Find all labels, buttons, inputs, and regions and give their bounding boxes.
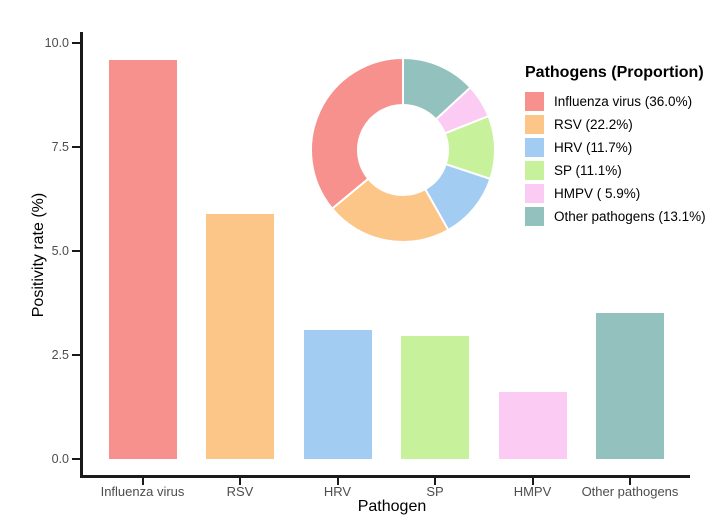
- legend-title: Pathogens (Proportion): [525, 64, 704, 81]
- legend-item-hrv: HRV (11.7%): [525, 136, 723, 159]
- y-tick-mark: [72, 146, 80, 148]
- legend-item-rsv: RSV (22.2%): [525, 113, 723, 136]
- legend-item-sp: SP (11.1%): [525, 159, 723, 182]
- x-tick-mark: [434, 478, 436, 485]
- legend-item-hmpv: HMPV ( 5.9%): [525, 182, 723, 205]
- legend-swatch-rsv: [525, 115, 544, 134]
- y-tick-mark: [72, 250, 80, 252]
- bar-other-pathogens: [596, 313, 664, 459]
- legend-label-other-pathogens: Other pathogens (13.1%): [554, 209, 706, 224]
- y-tick-label: 5.0: [51, 244, 69, 258]
- x-tick-mark: [141, 478, 144, 485]
- x-tick-label: HRV: [323, 484, 352, 499]
- x-tick-label: RSV: [226, 484, 254, 499]
- y-tick-label: 2.5: [51, 348, 69, 362]
- bar-rsv: [206, 213, 274, 459]
- x-tick-label: SP: [426, 484, 444, 499]
- legend-swatch-hmpv: [525, 184, 544, 203]
- x-tick-label: HMPV: [513, 484, 552, 499]
- donut-chart: [310, 57, 496, 243]
- x-tick-mark: [336, 478, 339, 485]
- legend-item-other-pathogens: Other pathogens (13.1%): [525, 205, 723, 228]
- x-tick-label: Other pathogens: [581, 484, 679, 499]
- bar-hmpv: [498, 392, 567, 459]
- x-tick-mark: [531, 478, 534, 485]
- y-tick-label: 7.5: [51, 140, 69, 154]
- legend-swatch-sp: [525, 161, 544, 180]
- legend-swatch-other-pathogens: [525, 207, 544, 226]
- legend-swatch-hrv: [525, 138, 544, 157]
- y-axis-title: Positivity rate (%): [30, 192, 47, 318]
- y-tick-mark: [72, 42, 80, 44]
- bar-hrv: [303, 330, 372, 459]
- x-axis-title: Pathogen: [357, 498, 427, 515]
- x-tick-label: Influenza virus: [100, 484, 185, 499]
- legend-label-sp: SP (11.1%): [554, 163, 622, 178]
- legend-label-influenza-virus: Influenza virus (36.0%): [554, 94, 693, 109]
- legend-label-hmpv: HMPV ( 5.9%): [554, 186, 641, 201]
- donut-segment-rsv: [331, 177, 450, 243]
- legend-label-rsv: RSV (22.2%): [554, 117, 633, 132]
- legend-items: Influenza virus (36.0%) RSV (22.2%) HRV (1…: [525, 90, 723, 228]
- legend-label-hrv: HRV (11.7%): [554, 140, 633, 155]
- bar-sp: [401, 336, 469, 459]
- y-tick-label: 10.0: [44, 36, 69, 50]
- y-tick-mark: [72, 458, 80, 460]
- x-tick-mark: [629, 478, 631, 485]
- legend-item-influenza-virus: Influenza virus (36.0%): [525, 90, 723, 113]
- bar-influenza-virus: [108, 59, 177, 459]
- x-axis-line: [80, 475, 690, 478]
- x-tick-mark: [239, 478, 241, 485]
- y-tick-label: 0.0: [51, 452, 69, 466]
- y-tick-mark: [72, 354, 80, 356]
- legend-swatch-influenza-virus: [525, 92, 544, 111]
- legend: Pathogens (Proportion) Influenza virus (…: [525, 64, 723, 228]
- y-axis-line: [80, 32, 83, 478]
- donut-segment-influenza-virus: [310, 57, 404, 210]
